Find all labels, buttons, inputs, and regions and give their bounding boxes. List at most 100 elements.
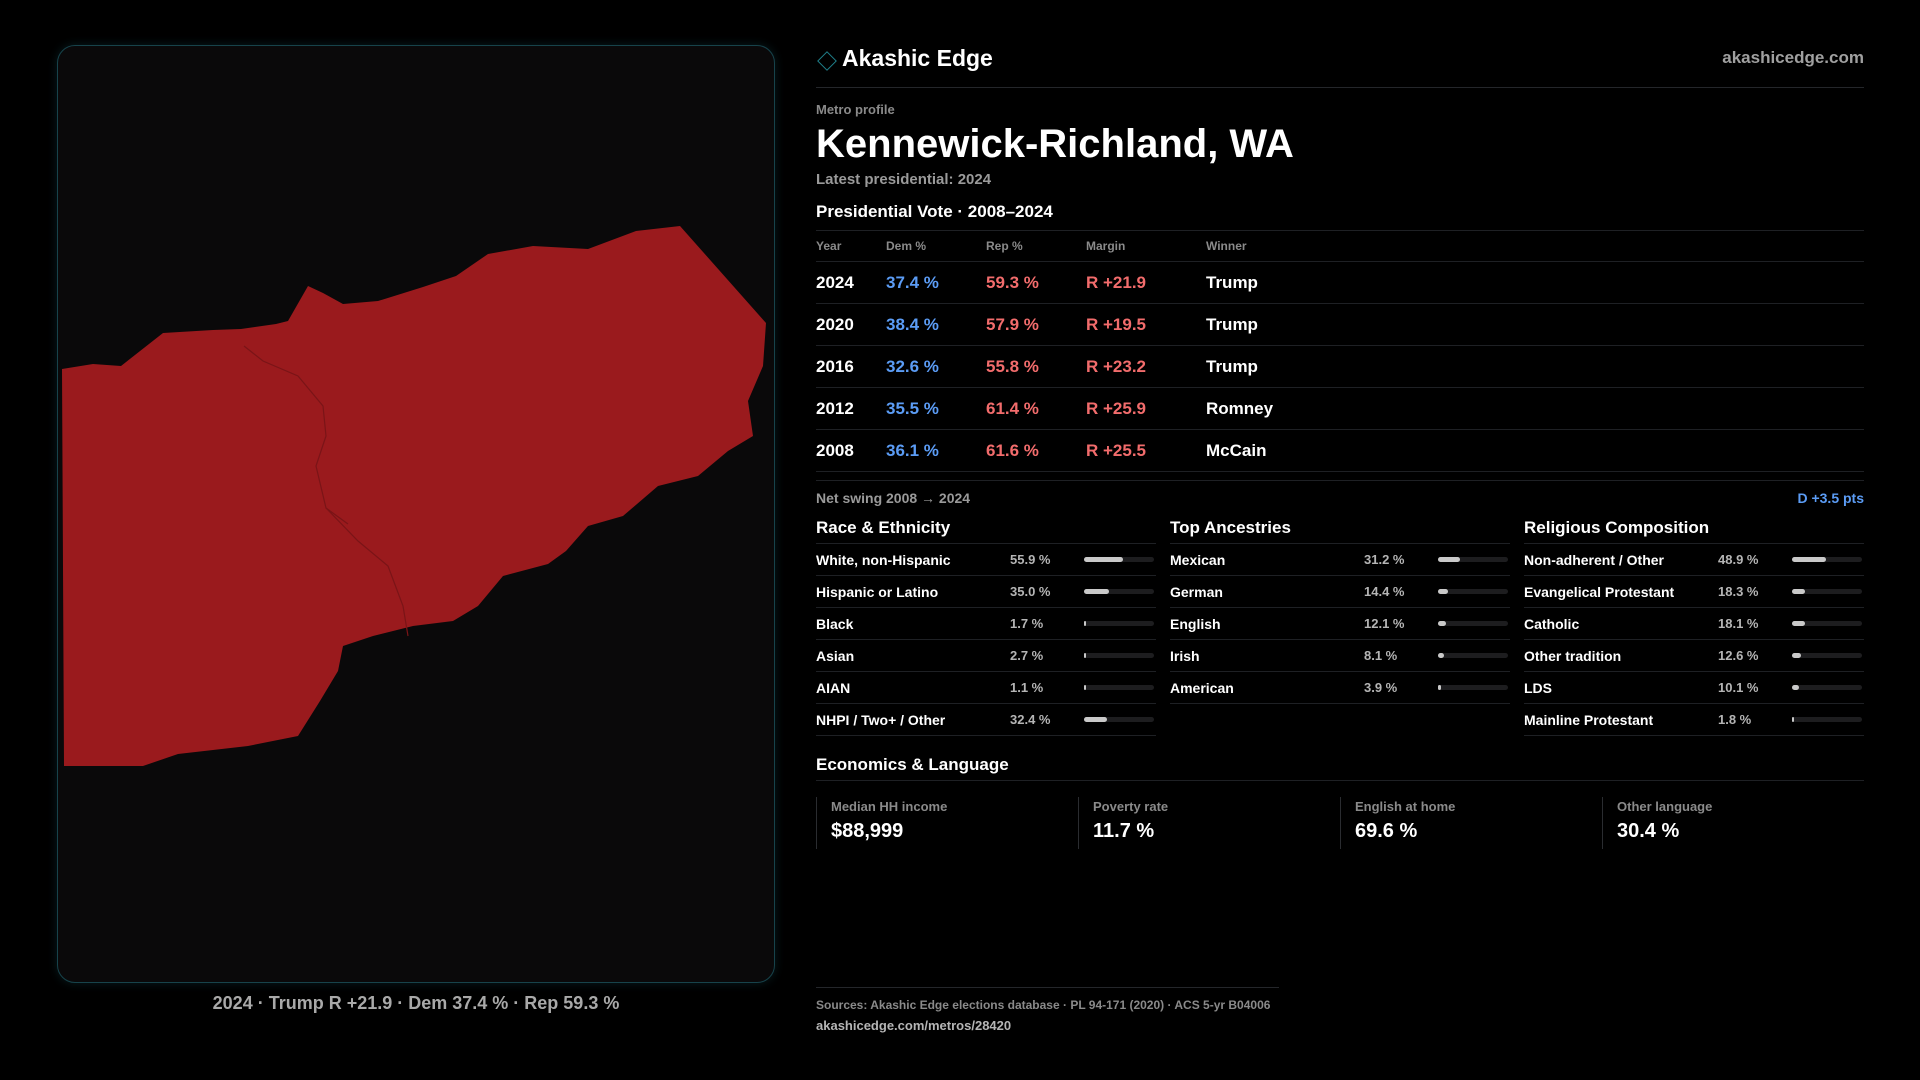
- latest-presidential: Latest presidential: 2024: [816, 171, 992, 188]
- table-row: 2020 38.4 % 57.9 % R +19.5 Trump: [816, 304, 1864, 346]
- row-winner: McCain: [1206, 440, 1267, 460]
- religion-bar-track: [1792, 621, 1862, 626]
- header-margin: Margin: [1086, 239, 1126, 253]
- row-rep: 59.3 %: [986, 272, 1039, 292]
- source-url-link[interactable]: akashicedge.com/metros/28420: [816, 1018, 1012, 1033]
- religion-bar-fill: [1792, 685, 1800, 690]
- table-row: 2008 36.1 % 61.6 % R +25.5 McCain: [816, 430, 1864, 472]
- metro-region-shape[interactable]: [62, 226, 766, 766]
- demographics-grid: Race & Ethnicity White, non-Hispanic 55.9…: [816, 515, 1864, 745]
- header-year: Year: [816, 239, 842, 253]
- religion-bar-track: [1792, 653, 1862, 658]
- list-item: LDS 10.1 %: [1524, 672, 1864, 704]
- stat-card-poverty-rate: Poverty rate 11.7 %: [1078, 797, 1340, 849]
- list-item: Mexican 31.2 %: [1170, 544, 1510, 576]
- ancestry-value: 12.1 %: [1364, 616, 1405, 631]
- race-ethnicity-panel: Race & Ethnicity White, non-Hispanic 55.9…: [816, 515, 1156, 736]
- religion-label: Mainline Protestant: [1524, 711, 1654, 728]
- ancestry-value: 14.4 %: [1364, 584, 1405, 599]
- stat-value: $88,999: [831, 820, 904, 842]
- list-item: NHPI / Two+ / Other 32.4 %: [816, 704, 1156, 736]
- ancestry-section-title: Top Ancestries: [1170, 515, 1510, 544]
- religion-bar-track: [1792, 557, 1862, 562]
- brand-header: Akashic Edge akashicedge.com: [816, 45, 1864, 88]
- race-value: 55.9 %: [1010, 552, 1051, 567]
- row-year: 2024: [816, 272, 854, 292]
- row-dem: 38.4 %: [886, 314, 939, 334]
- stat-card-english-at-home: English at home 69.6 %: [1340, 797, 1602, 849]
- race-bar-fill: [1084, 717, 1107, 722]
- page-title: Kennewick-Richland, WA: [816, 122, 1294, 166]
- race-bar-fill: [1084, 621, 1086, 626]
- race-section-title: Race & Ethnicity: [816, 515, 1156, 544]
- race-value: 1.1 %: [1010, 680, 1044, 695]
- religion-label: Other tradition: [1524, 647, 1622, 664]
- religion-bar-fill: [1792, 717, 1794, 722]
- row-rep: 57.9 %: [986, 314, 1039, 334]
- stat-value: 69.6 %: [1355, 820, 1418, 842]
- header-winner: Winner: [1206, 239, 1247, 253]
- ancestry-bar-fill: [1438, 685, 1441, 690]
- race-value: 35.0 %: [1010, 584, 1051, 599]
- race-bar-track: [1084, 589, 1154, 594]
- list-item: Irish 8.1 %: [1170, 640, 1510, 672]
- table-row: 2016 32.6 % 55.8 % R +23.2 Trump: [816, 346, 1864, 388]
- religion-value: 18.3 %: [1718, 584, 1759, 599]
- row-year: 2016: [816, 356, 854, 376]
- brand-name[interactable]: Akashic Edge: [842, 45, 993, 71]
- brand-domain-link[interactable]: akashicedge.com: [1722, 48, 1864, 67]
- religion-bar-fill: [1792, 621, 1805, 626]
- stat-card-median-income: Median HH income $88,999: [816, 797, 1078, 849]
- ancestry-bar-track: [1438, 589, 1508, 594]
- profile-eyebrow: Metro profile: [816, 102, 895, 117]
- religion-bar-fill: [1792, 653, 1801, 658]
- table-row: 2024 37.4 % 59.3 % R +21.9 Trump: [816, 262, 1864, 304]
- row-dem: 37.4 %: [886, 272, 939, 292]
- religion-label: LDS: [1524, 679, 1552, 696]
- table-row: 2012 35.5 % 61.4 % R +25.9 Romney: [816, 388, 1864, 430]
- list-item: Non-adherent / Other 48.9 %: [1524, 544, 1864, 576]
- row-dem: 32.6 %: [886, 356, 939, 376]
- race-label: Asian: [816, 647, 855, 664]
- religion-value: 18.1 %: [1718, 616, 1759, 631]
- ancestry-label: German: [1170, 583, 1223, 600]
- religion-panel: Religious Composition Non-adherent / Oth…: [1524, 515, 1864, 736]
- row-winner: Trump: [1206, 314, 1258, 334]
- metro-map[interactable]: [58, 46, 775, 983]
- race-bar-fill: [1084, 653, 1086, 658]
- religion-label: Catholic: [1524, 615, 1580, 632]
- list-item: English 12.1 %: [1170, 608, 1510, 640]
- vote-table-header: Year Dem % Rep % Margin Winner: [816, 231, 1864, 262]
- map-caption: 2024 · Trump R +21.9 · Dem 37.4 % · Rep …: [212, 993, 620, 1013]
- vote-section-title: Presidential Vote · 2008–2024: [816, 202, 1053, 221]
- ancestry-label: Mexican: [1170, 551, 1226, 568]
- ancestry-label: American: [1170, 679, 1234, 696]
- header-dem: Dem %: [886, 239, 927, 253]
- race-bar-track: [1084, 557, 1154, 562]
- ancestry-bar-fill: [1438, 653, 1444, 658]
- list-item: Black 1.7 %: [816, 608, 1156, 640]
- map-panel[interactable]: [57, 45, 775, 983]
- footer: Sources: Akashic Edge elections database…: [816, 987, 1279, 1033]
- race-label: NHPI / Two+ / Other: [816, 711, 946, 728]
- ancestry-bar-track: [1438, 685, 1508, 690]
- ancestry-bar-fill: [1438, 621, 1447, 626]
- race-bar-track: [1084, 717, 1154, 722]
- race-value: 1.7 %: [1010, 616, 1044, 631]
- net-swing-value: D +3.5 pts: [1797, 490, 1864, 506]
- ancestry-bar-track: [1438, 621, 1508, 626]
- sources-note: Sources: Akashic Edge elections database…: [816, 998, 1271, 1012]
- race-bar-fill: [1084, 557, 1124, 562]
- religion-value: 48.9 %: [1718, 552, 1759, 567]
- header-rep: Rep %: [986, 239, 1023, 253]
- list-item: Hispanic or Latino 35.0 %: [816, 576, 1156, 608]
- row-dem: 36.1 %: [886, 440, 939, 460]
- stat-label: Median HH income: [831, 799, 948, 814]
- row-rep: 55.8 %: [986, 356, 1039, 376]
- county-boundary-line: [325, 507, 409, 637]
- stat-card-other-language: Other language 30.4 %: [1602, 797, 1864, 849]
- row-margin: R +23.2: [1086, 356, 1147, 376]
- row-rep: 61.4 %: [986, 398, 1039, 418]
- ancestry-panel: Top Ancestries Mexican 31.2 % German 14.4 %…: [1170, 515, 1510, 704]
- race-label: Hispanic or Latino: [816, 583, 939, 600]
